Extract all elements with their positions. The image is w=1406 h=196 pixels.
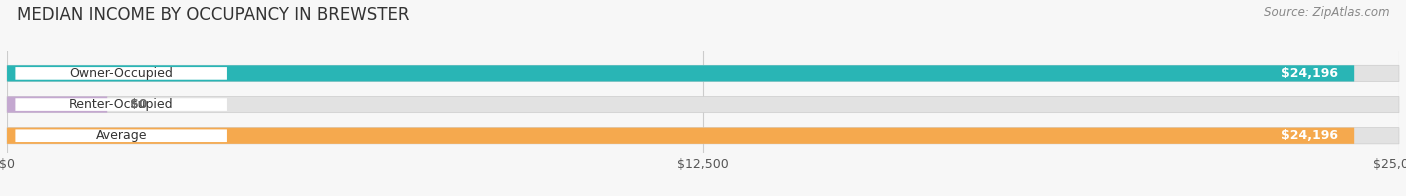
FancyBboxPatch shape bbox=[15, 98, 226, 111]
FancyBboxPatch shape bbox=[7, 128, 1399, 144]
FancyBboxPatch shape bbox=[7, 128, 1354, 144]
FancyBboxPatch shape bbox=[7, 96, 107, 113]
FancyBboxPatch shape bbox=[15, 67, 226, 80]
FancyBboxPatch shape bbox=[15, 129, 226, 142]
Text: Average: Average bbox=[96, 129, 146, 142]
FancyBboxPatch shape bbox=[7, 65, 1399, 82]
Text: Source: ZipAtlas.com: Source: ZipAtlas.com bbox=[1264, 6, 1389, 19]
Text: $0: $0 bbox=[129, 98, 148, 111]
FancyBboxPatch shape bbox=[7, 96, 1399, 113]
Text: Renter-Occupied: Renter-Occupied bbox=[69, 98, 173, 111]
Text: Owner-Occupied: Owner-Occupied bbox=[69, 67, 173, 80]
FancyBboxPatch shape bbox=[7, 65, 1354, 82]
Text: MEDIAN INCOME BY OCCUPANCY IN BREWSTER: MEDIAN INCOME BY OCCUPANCY IN BREWSTER bbox=[17, 6, 409, 24]
Text: $24,196: $24,196 bbox=[1281, 67, 1337, 80]
Text: $24,196: $24,196 bbox=[1281, 129, 1337, 142]
